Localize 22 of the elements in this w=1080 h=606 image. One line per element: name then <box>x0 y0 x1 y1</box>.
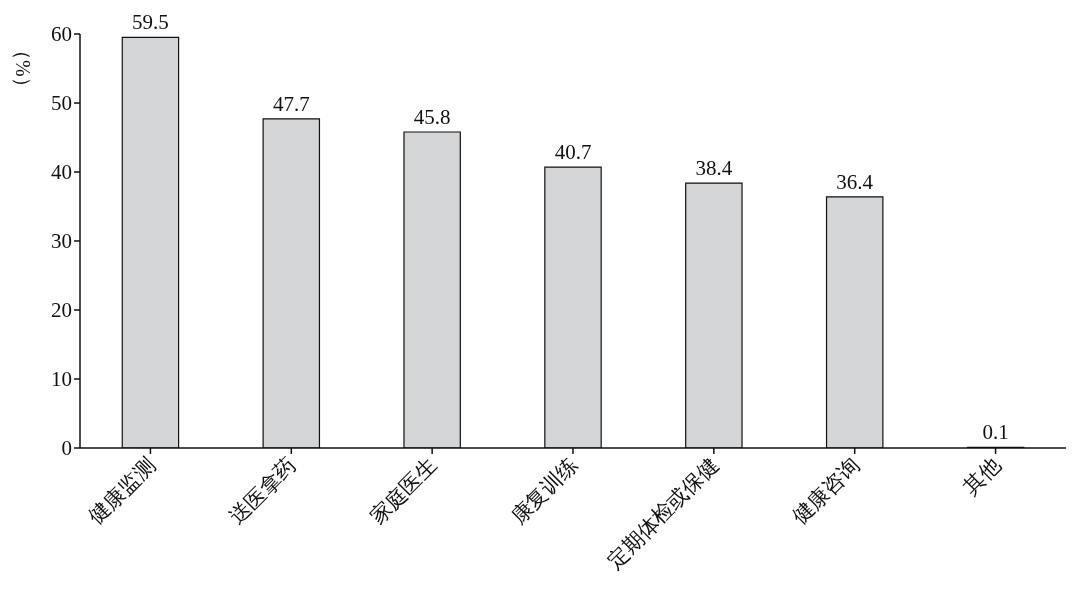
y-tick-label: 40 <box>51 160 72 185</box>
x-tick-label: 送医拿药 <box>224 452 301 529</box>
data-label: 45.8 <box>413 104 451 129</box>
data-label: 0.1 <box>982 420 1009 445</box>
x-tick-label: 健康咨询 <box>787 452 865 529</box>
data-label: 36.4 <box>836 169 874 194</box>
y-tick-label: 50 <box>51 91 72 116</box>
y-tick-label: 0 <box>61 436 72 461</box>
data-label: 59.5 <box>132 10 169 35</box>
data-label: 47.7 <box>272 91 310 116</box>
y-tick-label: 10 <box>51 367 72 392</box>
x-tick-label: 其他 <box>958 452 1006 500</box>
y-tick-label: 20 <box>51 298 72 323</box>
x-tick-label: 健康监测 <box>83 452 160 529</box>
x-tick-label: 定期体检或保健 <box>602 452 724 574</box>
x-tick-label: 康复训练 <box>506 452 583 529</box>
y-axis-title: （%） <box>12 40 34 97</box>
data-label: 38.4 <box>695 156 733 181</box>
data-label: 40.7 <box>554 140 592 165</box>
x-tick-label: 家庭医生 <box>365 452 442 529</box>
y-tick-label: 60 <box>51 22 72 47</box>
y-tick-label: 30 <box>51 229 72 254</box>
